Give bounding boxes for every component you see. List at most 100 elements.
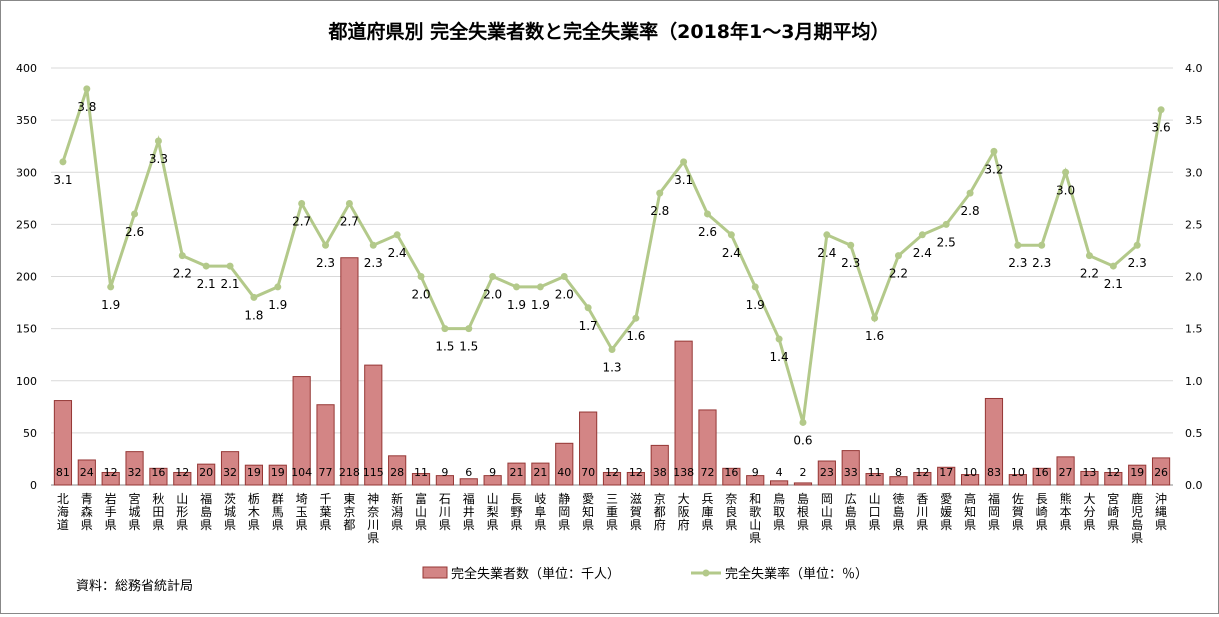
bar xyxy=(817,460,836,486)
right-tick-label: 0.5 xyxy=(1185,427,1203,440)
rate-point xyxy=(489,273,497,280)
category-label: 東京都 xyxy=(343,492,355,532)
category-label: 和歌山県 xyxy=(749,492,761,545)
rate-point xyxy=(680,158,688,166)
bar xyxy=(77,459,96,486)
rate-value-label: 1.9 xyxy=(531,298,550,312)
rate-value-label: 1.6 xyxy=(626,329,645,343)
right-tick-label: 0.0 xyxy=(1185,479,1203,492)
rate-point xyxy=(942,220,950,228)
bar xyxy=(1128,464,1147,486)
rate-point xyxy=(584,304,592,312)
bar xyxy=(602,471,622,486)
bar-value-label: 33 xyxy=(844,466,858,479)
bar-value-label: 16 xyxy=(724,466,738,479)
category-label: 三重県 xyxy=(606,492,618,532)
rate-point xyxy=(751,283,759,291)
category-label: 神奈川県 xyxy=(367,492,379,545)
category-label: 香川県 xyxy=(916,492,928,532)
bar-value-label: 28 xyxy=(390,466,404,479)
left-tick-label: 400 xyxy=(16,62,37,75)
category-label: 鳥取県 xyxy=(773,491,785,532)
bar-value-label: 12 xyxy=(629,466,643,479)
rate-point xyxy=(107,283,115,291)
bar-value-label: 13 xyxy=(1082,466,1096,479)
rate-point xyxy=(322,241,330,249)
right-tick-label: 1.0 xyxy=(1185,375,1203,388)
bar-value-label: 12 xyxy=(605,466,619,479)
rate-value-label: 2.0 xyxy=(411,288,430,302)
legend-line-label: 完全失業率（単位：％） xyxy=(725,566,868,582)
legend-line-marker xyxy=(702,569,710,577)
category-label: 静岡県 xyxy=(558,492,570,532)
category-label: 新潟県 xyxy=(391,491,403,532)
category-label: 京都府 xyxy=(654,492,666,532)
bar xyxy=(268,464,287,486)
right-tick-label: 2.0 xyxy=(1185,271,1203,284)
rate-value-label: 3.3 xyxy=(149,152,168,166)
category-label: 茨城県 xyxy=(224,492,236,532)
bar xyxy=(937,466,956,486)
bar xyxy=(674,340,693,486)
bar xyxy=(1151,457,1171,486)
bar xyxy=(1032,467,1051,486)
rate-value-label: 1.9 xyxy=(101,298,120,312)
rate-value-label: 2.1 xyxy=(220,277,239,291)
rate-value-label: 3.1 xyxy=(674,173,693,187)
rate-point xyxy=(154,137,162,145)
rate-value-label: 3.2 xyxy=(984,162,1003,176)
bar xyxy=(197,463,216,486)
legend-bar-swatch xyxy=(422,566,448,579)
rate-value-label: 2.0 xyxy=(483,288,502,302)
bar-value-label: 2 xyxy=(799,466,806,479)
bar xyxy=(364,364,383,486)
rate-point xyxy=(632,314,640,322)
rate-point xyxy=(202,262,210,270)
rate-value-label: 2.7 xyxy=(292,215,311,229)
category-label: 栃木県 xyxy=(248,492,260,532)
category-label: 山梨県 xyxy=(487,492,499,532)
rate-value-label: 2.3 xyxy=(841,256,860,270)
bar xyxy=(889,476,908,486)
bar xyxy=(531,462,550,486)
rate-value-label: 3.6 xyxy=(1152,121,1171,135)
rate-value-label: 1.6 xyxy=(865,329,884,343)
rate-value-label: 2.2 xyxy=(173,267,192,281)
rate-value-label: 3.0 xyxy=(1056,183,1075,197)
category-label: 沖縄県 xyxy=(1155,492,1167,532)
rate-point xyxy=(345,200,353,208)
rate-point xyxy=(775,335,783,343)
rate-point xyxy=(131,210,139,218)
bar-value-label: 38 xyxy=(653,466,667,479)
bar-value-label: 24 xyxy=(80,466,94,479)
rate-value-label: 2.3 xyxy=(364,256,383,270)
rate-point xyxy=(369,241,377,249)
category-label: 富山県 xyxy=(415,491,427,532)
legend: 完全失業者数（単位：千人） 完全失業率（単位：％） xyxy=(422,566,868,582)
rate-point xyxy=(1062,168,1070,176)
bar-value-label: 9 xyxy=(752,466,759,479)
rate-value-label: 2.4 xyxy=(913,246,932,260)
bar-value-label: 10 xyxy=(963,466,977,479)
rate-value-label: 2.6 xyxy=(698,225,717,239)
rate-value-label: 2.3 xyxy=(1032,256,1051,270)
category-label: 大阪府 xyxy=(678,492,690,532)
rate-point xyxy=(1014,241,1022,249)
bar xyxy=(459,478,478,486)
rate-point xyxy=(417,273,425,280)
bar xyxy=(793,482,813,486)
rate-point xyxy=(966,189,974,197)
rate-point xyxy=(871,314,879,322)
bar-value-label: 21 xyxy=(510,466,524,479)
category-label: 鹿児島県 xyxy=(1131,491,1143,545)
bar xyxy=(865,473,884,486)
rate-value-label: 1.7 xyxy=(579,319,598,333)
rate-value-label: 0.6 xyxy=(793,433,812,447)
rate-point xyxy=(513,283,521,291)
bar-value-label: 21 xyxy=(533,466,547,479)
bar xyxy=(650,444,669,486)
bar xyxy=(483,475,502,486)
bar-value-label: 16 xyxy=(1035,466,1049,479)
rate-point xyxy=(178,252,186,260)
bar xyxy=(507,462,526,486)
